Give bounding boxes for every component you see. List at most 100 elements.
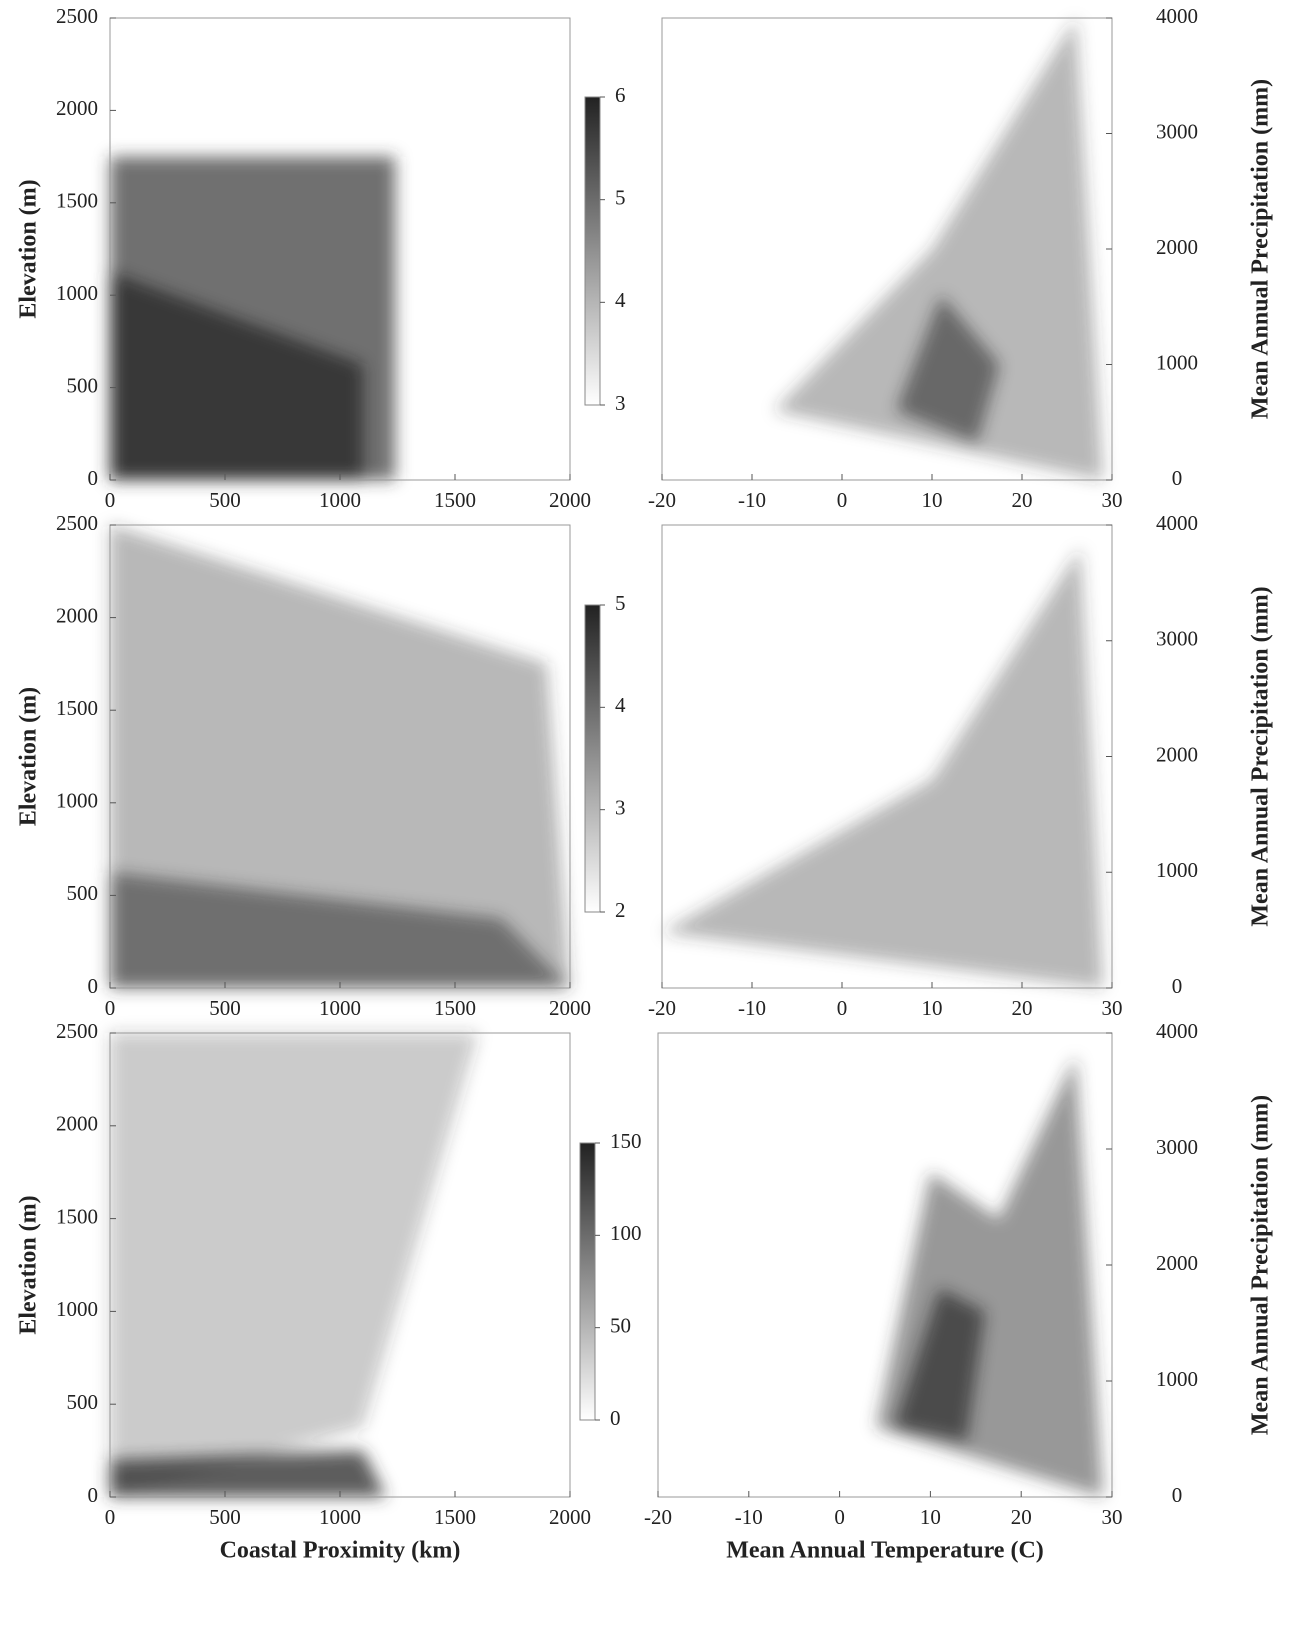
y2-tick-label: 2000 bbox=[1156, 742, 1198, 766]
density-cloud bbox=[110, 1033, 478, 1497]
y2-tick-label: 3000 bbox=[1156, 627, 1198, 651]
y-tick-label: 2500 bbox=[56, 511, 98, 535]
y-axis-label: Elevation (m) bbox=[16, 687, 42, 826]
colorbar-tick-label: 5 bbox=[615, 591, 626, 615]
x-tick-label: 30 bbox=[1102, 996, 1123, 1020]
density-area bbox=[662, 548, 1103, 988]
density-area bbox=[110, 525, 570, 988]
density-cloud bbox=[875, 1056, 1103, 1497]
colorbar-tick-label: 50 bbox=[610, 1313, 631, 1337]
x-tick-label: -10 bbox=[738, 488, 766, 512]
y2-tick-label: 0 bbox=[1172, 466, 1183, 490]
density-area bbox=[896, 295, 1000, 444]
x-tick-label: -20 bbox=[648, 996, 676, 1020]
y2-axis-label: Mean Annual Precipitation (mm) bbox=[1248, 586, 1274, 926]
colorbar-tick-label: 3 bbox=[615, 795, 626, 819]
x-tick-label: 1000 bbox=[319, 488, 361, 512]
colorbar bbox=[584, 604, 601, 913]
y-tick-label: 1000 bbox=[56, 789, 98, 813]
colorbar-tick-label: 4 bbox=[615, 693, 626, 717]
y-tick-label: 2500 bbox=[56, 4, 98, 28]
x-tick-label: -10 bbox=[735, 1505, 763, 1529]
x-tick-label: 0 bbox=[834, 1505, 845, 1529]
x-tick-label: 2000 bbox=[549, 996, 591, 1020]
density-area bbox=[110, 1033, 478, 1497]
density-area bbox=[875, 1056, 1103, 1497]
x-tick-label: 10 bbox=[922, 996, 943, 1020]
y-tick-label: 1000 bbox=[56, 1297, 98, 1321]
x-tick-label: 30 bbox=[1102, 488, 1123, 512]
y-tick-label: 500 bbox=[67, 373, 99, 397]
density-area bbox=[110, 1450, 386, 1497]
x-tick-label: -20 bbox=[648, 488, 676, 512]
y2-tick-label: 2000 bbox=[1156, 1251, 1198, 1275]
x-tick-label: 10 bbox=[920, 1505, 941, 1529]
y2-tick-label: 1000 bbox=[1156, 1367, 1198, 1391]
y-tick-label: 1500 bbox=[56, 1204, 98, 1228]
x-tick-label: 1500 bbox=[434, 1505, 476, 1529]
y-axis-label: Elevation (m) bbox=[16, 179, 42, 318]
y2-tick-label: 3000 bbox=[1156, 119, 1198, 143]
x-tick-label: 0 bbox=[105, 1505, 116, 1529]
colorbar bbox=[584, 96, 601, 406]
density-area bbox=[774, 18, 1103, 480]
x-tick-label: 30 bbox=[1102, 1505, 1123, 1529]
x-tick-label: 20 bbox=[1012, 488, 1033, 512]
x-tick-label: 0 bbox=[105, 488, 116, 512]
y-tick-label: 2000 bbox=[56, 96, 98, 120]
colorbar-tick-label: 4 bbox=[615, 288, 626, 312]
y2-tick-label: 4000 bbox=[1156, 511, 1198, 535]
x-axis-label: Coastal Proximity (km) bbox=[220, 1538, 461, 1564]
x-tick-label: 2000 bbox=[549, 488, 591, 512]
y-tick-label: 1000 bbox=[56, 281, 98, 305]
x-tick-label: 500 bbox=[209, 996, 241, 1020]
colorbar-tick-label: 0 bbox=[610, 1406, 621, 1430]
x-tick-label: -10 bbox=[738, 996, 766, 1020]
y2-tick-label: 3000 bbox=[1156, 1135, 1198, 1159]
x-tick-label: 0 bbox=[837, 996, 848, 1020]
x-tick-label: 20 bbox=[1012, 996, 1033, 1020]
density-area bbox=[110, 272, 363, 480]
y-axis-label: Elevation (m) bbox=[16, 1195, 42, 1334]
colorbar-tick-label: 2 bbox=[615, 898, 626, 922]
density-cloud bbox=[110, 156, 396, 480]
x-tick-label: 2000 bbox=[549, 1505, 591, 1529]
y2-tick-label: 2000 bbox=[1156, 235, 1198, 259]
x-axis-label: Mean Annual Temperature (C) bbox=[726, 1538, 1044, 1564]
y-tick-label: 500 bbox=[67, 881, 99, 905]
density-area bbox=[110, 872, 570, 988]
x-tick-label: 0 bbox=[105, 996, 116, 1020]
y-tick-label: 0 bbox=[88, 974, 99, 998]
y2-tick-label: 4000 bbox=[1156, 1019, 1198, 1043]
x-tick-label: 1500 bbox=[434, 996, 476, 1020]
x-tick-label: 10 bbox=[922, 488, 943, 512]
x-tick-label: 0 bbox=[837, 488, 848, 512]
colorbar bbox=[579, 1142, 596, 1421]
x-tick-label: 500 bbox=[209, 1505, 241, 1529]
x-tick-label: 1000 bbox=[319, 996, 361, 1020]
y2-tick-label: 1000 bbox=[1156, 350, 1198, 374]
density-cloud bbox=[774, 18, 1103, 480]
colorbar-tick-label: 5 bbox=[615, 185, 626, 209]
density-cloud bbox=[110, 525, 570, 988]
y-tick-label: 2500 bbox=[56, 1019, 98, 1043]
y2-tick-label: 4000 bbox=[1156, 4, 1198, 28]
x-tick-label: -20 bbox=[644, 1505, 672, 1529]
y2-axis-label: Mean Annual Precipitation (mm) bbox=[1248, 79, 1274, 419]
y2-tick-label: 0 bbox=[1172, 974, 1183, 998]
colorbar-tick-label: 6 bbox=[615, 83, 626, 107]
density-cloud bbox=[662, 548, 1103, 988]
density-area bbox=[894, 1288, 985, 1442]
y-tick-label: 0 bbox=[88, 466, 99, 490]
colorbar-tick-label: 100 bbox=[610, 1221, 642, 1245]
y2-axis-label: Mean Annual Precipitation (mm) bbox=[1248, 1095, 1274, 1435]
y2-tick-label: 0 bbox=[1172, 1483, 1183, 1507]
x-tick-label: 1500 bbox=[434, 488, 476, 512]
colorbar-tick-label: 150 bbox=[610, 1129, 642, 1153]
colorbar-tick-label: 3 bbox=[615, 391, 626, 415]
y-tick-label: 2000 bbox=[56, 603, 98, 627]
y-tick-label: 2000 bbox=[56, 1112, 98, 1136]
y-tick-label: 500 bbox=[67, 1390, 99, 1414]
y-tick-label: 1500 bbox=[56, 696, 98, 720]
x-tick-label: 20 bbox=[1011, 1505, 1032, 1529]
